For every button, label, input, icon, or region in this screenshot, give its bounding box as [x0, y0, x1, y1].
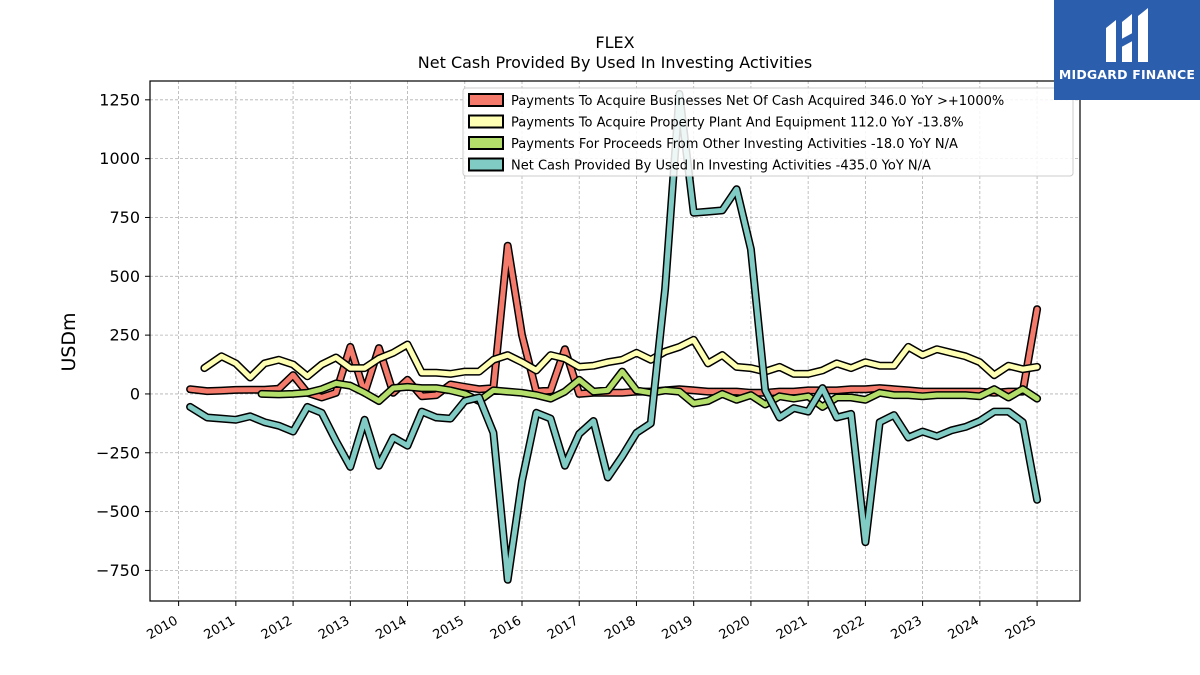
chart-title: FLEX [595, 33, 634, 52]
legend-swatch-3 [468, 157, 504, 172]
x-tick-label: 2015 [431, 613, 467, 643]
y-tick-label: 1250 [99, 90, 140, 109]
series-lines [186, 89, 1042, 584]
y-tick-label: 1000 [99, 149, 140, 168]
x-tick-label: 2016 [488, 613, 524, 643]
brand-logo: MIDGARD FINANCE [1054, 0, 1200, 100]
x-tick-label: 2011 [202, 613, 238, 643]
series-line-3 [187, 91, 1040, 583]
y-tick-label: 0 [130, 384, 140, 403]
legend-entry-1: Payments To Acquire Property Plant And E… [511, 116, 964, 131]
y-tick-label: 500 [109, 267, 140, 286]
y-axis: −750 −500 −250 0 250 500 750 1000 1250 [96, 90, 150, 580]
series-outline-0 [186, 241, 1042, 402]
x-tick-label: 2021 [774, 613, 810, 643]
x-tick-label: 2023 [888, 613, 924, 643]
legend-entry-3: Net Cash Provided By Used In Investing A… [511, 159, 931, 174]
x-axis: 2010 2011 2012 2013 2014 2015 2016 2017 2018 2019… [144, 601, 1039, 643]
x-tick-label: 2025 [1003, 613, 1039, 643]
series-line-1 [201, 337, 1040, 380]
x-tick-label: 2010 [144, 613, 180, 643]
legend-box [462, 87, 1074, 177]
x-tick-label: 2024 [946, 613, 982, 643]
x-tick-label: 2018 [602, 613, 638, 643]
plot-frame [149, 80, 1081, 602]
y-tick-label: 750 [109, 208, 140, 227]
legend-swatch-1 [468, 114, 504, 129]
legend-swatch-0 [468, 93, 504, 107]
x-tick-label: 2017 [545, 613, 581, 643]
chart-subtitle: Net Cash Provided By Used In Investing A… [418, 53, 812, 72]
x-tick-label: 2014 [373, 613, 409, 643]
x-tick-label: 2019 [660, 613, 696, 643]
x-tick-label: 2013 [316, 613, 352, 643]
legend-entry-2: Payments For Proceeds From Other Investi… [511, 137, 958, 152]
series-line-0 [187, 243, 1040, 400]
x-tick-label: 2012 [259, 613, 295, 643]
legend-swatch-2 [468, 136, 504, 150]
legend: Payments To Acquire Businesses Net Of Ca… [462, 87, 1074, 177]
y-axis-label: USDm [58, 312, 80, 371]
y-tick-label: −250 [96, 443, 140, 462]
y-tick-label: 250 [109, 326, 140, 345]
x-tick-label: 2020 [717, 613, 753, 643]
x-tick-label: 2022 [831, 613, 867, 643]
legend-entry-0: Payments To Acquire Businesses Net Of Ca… [511, 94, 1004, 109]
midgard-logo-icon [1106, 8, 1148, 62]
y-tick-label: −500 [96, 502, 140, 521]
brand-name: MIDGARD FINANCE [1058, 67, 1196, 82]
y-tick-label: −750 [96, 561, 140, 580]
